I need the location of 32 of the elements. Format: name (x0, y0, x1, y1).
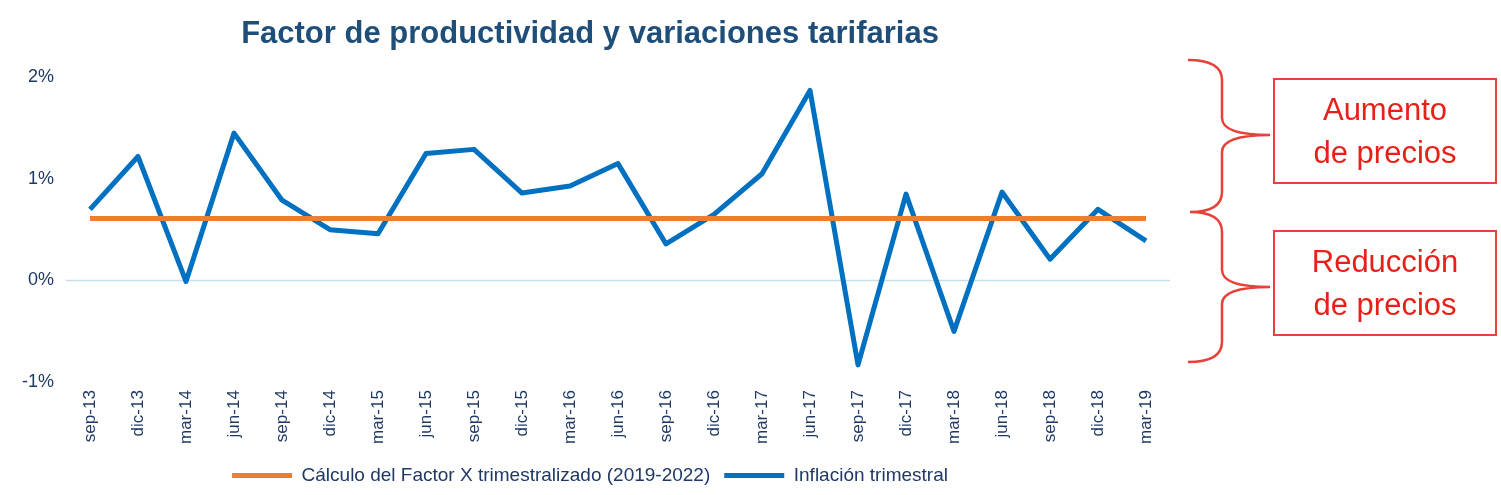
x-tick-label: dic-16 (703, 390, 723, 437)
x-tick-label: sep-16 (655, 390, 675, 443)
text: Reducción de precios (1273, 230, 1497, 336)
x-tick-label: mar-15 (367, 390, 387, 445)
x-tick-label: dic-14 (319, 390, 339, 437)
x-tick-label: mar-17 (751, 390, 771, 445)
x-tick-label: mar-19 (1135, 390, 1155, 445)
x-tick-label: mar-18 (943, 390, 963, 445)
x-tick-label: dic-15 (511, 390, 531, 437)
y-tick-label: 1% (27, 167, 55, 188)
legend-label: Cálculo del Factor X trimestralizado (2019-2022) (301, 463, 711, 485)
x-tick-label: mar-14 (175, 390, 195, 445)
x-tick-label: jun-15 (415, 390, 435, 439)
y-tick-label: 0% (27, 269, 55, 290)
x-tick-label: jun-18 (991, 390, 1011, 439)
legend-label: Inflación trimestral (793, 463, 948, 485)
x-tick-label: dic-13 (127, 390, 147, 437)
y-tick-label: -1% (21, 371, 55, 392)
x-tick-label: sep-18 (1039, 390, 1059, 443)
chart-title: Factor de productividad y variaciones tarifarias (241, 15, 939, 51)
x-tick-label: dic-18 (1087, 390, 1107, 437)
x-tick-label: jun-16 (607, 390, 627, 439)
text: Aumento de precios (1273, 78, 1497, 184)
y-tick-label: 2% (27, 66, 55, 87)
x-tick-label: sep-14 (271, 390, 291, 443)
x-tick-label: dic-17 (895, 390, 915, 437)
x-tick-label: sep-17 (847, 390, 867, 443)
x-tick-label: jun-14 (223, 390, 243, 439)
x-tick-label: jun-17 (799, 390, 819, 439)
x-tick-label: sep-13 (79, 390, 99, 443)
x-tick-label: mar-16 (559, 390, 579, 445)
x-tick-label: sep-15 (463, 390, 483, 443)
